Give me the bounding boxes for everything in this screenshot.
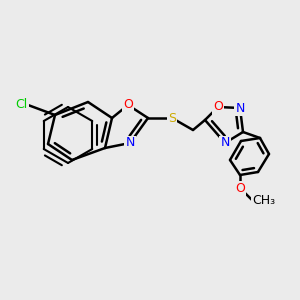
Text: CH₃: CH₃ <box>252 194 275 206</box>
Text: N: N <box>220 136 230 149</box>
Text: O: O <box>235 182 245 194</box>
Text: N: N <box>235 101 245 115</box>
Text: O: O <box>123 98 133 112</box>
Text: OC: OC <box>252 194 271 206</box>
Text: S: S <box>168 112 176 124</box>
Text: O: O <box>213 100 223 113</box>
Text: N: N <box>125 136 135 149</box>
Text: Cl: Cl <box>16 98 28 112</box>
